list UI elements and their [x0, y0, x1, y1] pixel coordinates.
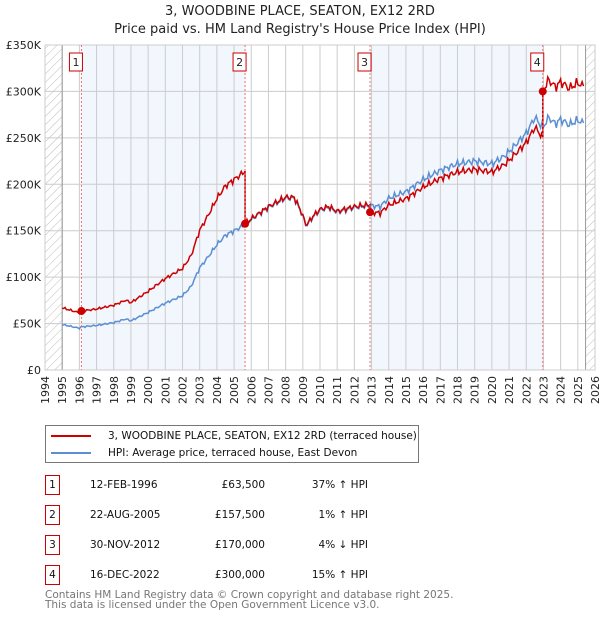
sale-date: 30-NOV-2012 — [90, 539, 161, 551]
hatch-before-data — [45, 45, 63, 370]
legend-price-label: 3, WOODBINE PLACE, SEATON, EX12 2RD (ter… — [108, 430, 417, 442]
sale-date: 12-FEB-1996 — [90, 479, 158, 491]
sale-marker-box: 2 — [45, 505, 60, 525]
sale-label-box — [232, 52, 247, 72]
y-tick-label: £250K — [6, 132, 42, 145]
sale-label: 2 — [236, 56, 243, 69]
x-tick-label: 1995 — [56, 376, 69, 404]
x-tick-label: 1994 — [39, 376, 52, 404]
hatch-after-data — [585, 45, 595, 370]
x-tick-label: 2017 — [434, 376, 447, 404]
sale-hpi-diff: 37% ↑ HPI — [311, 479, 368, 491]
sale-price: £170,000 — [214, 539, 265, 551]
x-tick-label: 2021 — [503, 376, 516, 404]
sale-label-box — [68, 52, 83, 72]
legend-price-swatch — [51, 435, 91, 437]
x-tick-label: 2002 — [177, 376, 190, 404]
x-tick-label: 2015 — [400, 376, 413, 404]
sale-label: 4 — [534, 56, 541, 69]
chart-subtitle: Price paid vs. HM Land Registry's House … — [114, 22, 486, 37]
x-tick-label: 1997 — [91, 376, 104, 404]
y-tick-label: £50K — [13, 318, 42, 331]
sale-label-box — [357, 52, 372, 72]
x-tick-label: 1998 — [108, 376, 121, 404]
sale-point — [77, 307, 86, 316]
y-tick-label: £300K — [6, 85, 42, 98]
chart-title: 3, WOODBINE PLACE, SEATON, EX12 2RD — [165, 4, 435, 19]
plot-frame — [44, 44, 596, 371]
x-tick-label: 2022 — [520, 376, 533, 404]
x-tick-label: 2000 — [142, 376, 155, 404]
sale-date: 22-AUG-2005 — [90, 509, 161, 521]
sale-marker-box: 3 — [45, 535, 60, 555]
x-tick-label: 2005 — [228, 376, 241, 404]
x-tick-label: 1996 — [73, 376, 86, 404]
shaded-period-1-2 — [81, 45, 246, 370]
sale-hpi-diff: 4% ↓ HPI — [318, 539, 368, 551]
x-tick-label: 2024 — [555, 376, 568, 404]
x-tick-label: 2014 — [383, 376, 396, 404]
legend-hpi-swatch — [51, 452, 91, 454]
x-tick-label: 2009 — [297, 376, 310, 404]
footer-line2: This data is licensed under the Open Gov… — [45, 599, 380, 611]
sale-marker-box: 4 — [45, 565, 60, 585]
shaded-period-3-4 — [370, 45, 543, 370]
sale-price: £300,000 — [214, 569, 265, 581]
x-tick-label: 2016 — [417, 376, 430, 404]
sale-hpi-diff: 15% ↑ HPI — [311, 569, 368, 581]
y-tick-label: £200K — [6, 178, 42, 191]
price-paid-line — [62, 74, 585, 316]
sale-price: £157,500 — [214, 509, 265, 521]
footer: Contains HM Land Registry data © Crown c… — [45, 589, 454, 611]
x-tick-label: 2019 — [469, 376, 482, 404]
x-tick-label: 2006 — [245, 376, 258, 404]
y-tick-label: £350K — [6, 39, 42, 52]
sale-label: 1 — [72, 56, 79, 69]
y-tick-label: £150K — [6, 225, 42, 238]
x-tick-label: 2020 — [486, 376, 499, 404]
x-tick-label: 2010 — [314, 376, 327, 404]
sale-point — [241, 219, 250, 228]
price-chart: 1994 1995 1996 1997 1998 1999 2000 2001 2002 2003… — [6, 39, 600, 404]
x-tick-label: 2023 — [537, 376, 550, 404]
x-tick-label: 2026 — [589, 376, 600, 404]
x-tick-label: 2013 — [366, 376, 379, 404]
legend-hpi-label: HPI: Average price, terraced house, East… — [108, 447, 358, 459]
x-tick-label: 2011 — [331, 376, 344, 404]
x-tick-label: 2008 — [280, 376, 293, 404]
y-tick-label: £100K — [6, 271, 42, 284]
footer-line1: Contains HM Land Registry data © Crown c… — [45, 589, 454, 601]
sale-label-box — [530, 52, 545, 72]
y-tick-label: £0 — [27, 364, 41, 377]
x-tick-label: 2003 — [194, 376, 207, 404]
sale-label: 3 — [361, 56, 368, 69]
hpi-line — [62, 113, 585, 330]
sale-marker-box: 1 — [45, 475, 60, 495]
x-tick-label: 2025 — [572, 376, 585, 404]
x-tick-label: 2004 — [211, 376, 224, 404]
sale-point — [366, 208, 375, 217]
x-tick-label: 1999 — [125, 376, 138, 404]
x-tick-label: 2018 — [452, 376, 465, 404]
x-tick-label: 2001 — [159, 376, 172, 404]
sale-hpi-diff: 1% ↑ HPI — [318, 509, 368, 521]
x-tick-label: 2007 — [262, 376, 275, 404]
sale-date: 16-DEC-2022 — [90, 569, 160, 581]
x-tick-label: 2012 — [348, 376, 361, 404]
sale-point — [538, 87, 547, 96]
sale-price: £63,500 — [221, 479, 265, 491]
legend: 3, WOODBINE PLACE, SEATON, EX12 2RD (ter… — [45, 425, 419, 463]
